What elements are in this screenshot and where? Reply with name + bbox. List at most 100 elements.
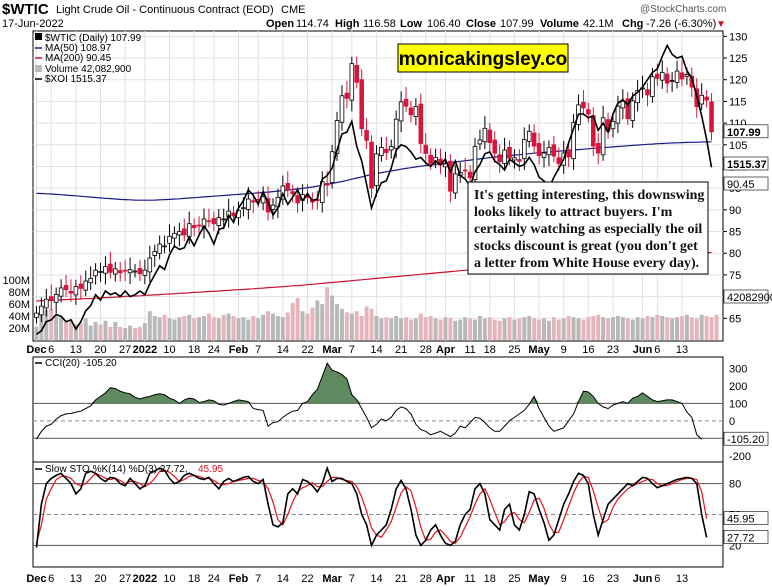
- volume-tick-label: 60M: [9, 299, 30, 311]
- header-chg-value: -7.26 (-6.30%): [646, 18, 716, 30]
- volume-bar: [251, 316, 256, 340]
- volume-bar: [497, 320, 502, 340]
- volume-bar: [551, 317, 556, 340]
- candle-body: [216, 217, 222, 226]
- candle-body: [408, 107, 414, 116]
- volume-bar: [586, 317, 591, 340]
- volume-bar: [699, 314, 704, 340]
- volume-bar: [630, 319, 635, 340]
- volume-tick-label: 20M: [9, 323, 30, 335]
- candle-body: [551, 144, 557, 157]
- date-tick-label: 24: [208, 344, 220, 356]
- candle-body: [58, 287, 64, 297]
- candle-body: [556, 157, 562, 164]
- candle-body: [571, 122, 576, 160]
- candle-body: [497, 154, 502, 163]
- annotation-line-1: It's getting interesting, this downswing: [474, 188, 704, 203]
- volume-bar: [340, 308, 344, 340]
- volume-bar: [167, 318, 172, 340]
- legend-volume: Volume 42,082,900: [45, 64, 132, 75]
- candle-body: [206, 220, 212, 223]
- volume-bar: [310, 307, 315, 340]
- candle-body: [689, 75, 695, 88]
- volume-bar: [645, 316, 650, 340]
- candle-body: [502, 149, 507, 164]
- date-tick-label: 7: [255, 573, 261, 585]
- volume-bar: [714, 314, 719, 340]
- volume-bar: [704, 316, 709, 340]
- volume-bar: [576, 318, 581, 340]
- volume-bar: [226, 313, 231, 340]
- annotation-box: It's getting interesting, this downswing…: [467, 181, 709, 275]
- date-tick-label: 18: [484, 344, 496, 356]
- header-high-value: 116.58: [363, 18, 396, 30]
- candle-body: [679, 72, 685, 80]
- volume-bar: [271, 313, 275, 340]
- chg-down-arrow-icon: ▼: [716, 19, 726, 30]
- date-tick-label: 28: [420, 344, 432, 356]
- volume-bar: [566, 316, 571, 340]
- cci-series: [36, 362, 712, 440]
- candle-body: [78, 283, 84, 289]
- price-tick-label: 130: [729, 31, 747, 43]
- volume-bar: [606, 318, 611, 340]
- volume-bar: [137, 326, 142, 340]
- volume-bar: [197, 317, 202, 340]
- date-tick-label: 6: [48, 573, 54, 585]
- candle-body: [260, 196, 266, 204]
- value-badges: 107.99 1515.37 90.45 42082900 -105.20 45.95 27…: [723, 124, 772, 544]
- volume-bar: [443, 317, 448, 340]
- volume-bar: [231, 316, 236, 340]
- volume-bar: [236, 318, 241, 340]
- candle-body: [122, 269, 128, 272]
- volume-bar: [39, 311, 44, 340]
- header-low-label: Low: [400, 18, 422, 30]
- volume-bar: [266, 311, 271, 340]
- candle-body: [453, 173, 458, 194]
- candle-body: [349, 63, 355, 101]
- volume-bar: [147, 311, 152, 340]
- candle-body: [620, 101, 626, 109]
- volume-bar: [537, 319, 542, 340]
- price-panel-frame: [32, 30, 724, 342]
- volume-bar: [591, 316, 596, 340]
- price-legend: $WTIC (Daily) 107.99 MA(50) 108.97 MA(20…: [35, 33, 142, 85]
- volume-bar: [482, 318, 487, 340]
- sto-k-badge: 27.72: [727, 532, 755, 544]
- candle-body: [403, 98, 409, 107]
- date-tick-label: 7: [255, 344, 261, 356]
- candle-body: [709, 101, 714, 133]
- candle-body: [290, 191, 295, 195]
- candle-body: [482, 127, 488, 143]
- candle-body: [108, 263, 113, 273]
- volume-tick-label: 80M: [9, 287, 30, 299]
- sto-legend-k: Slow STO %K(14) %D(3) 27.72,: [45, 464, 188, 475]
- volume-bar: [83, 318, 88, 340]
- volume-bar: [182, 316, 187, 340]
- cci-tick-label: 100: [729, 398, 747, 410]
- date-tick-label: 11: [464, 344, 475, 356]
- candle-body: [73, 286, 79, 296]
- volume-bar: [507, 317, 512, 340]
- candle-body: [487, 129, 493, 144]
- candle-body: [522, 139, 527, 160]
- candle-body: [369, 141, 374, 189]
- date-tick-label: May: [528, 573, 550, 585]
- xoi-badge: 1515.37: [727, 159, 767, 171]
- volume-bar: [113, 322, 118, 340]
- volume-bar: [354, 311, 359, 340]
- date-tick-label: Mar: [322, 344, 342, 356]
- candle-body: [182, 228, 187, 236]
- candle-body: [142, 269, 148, 276]
- volume-bar: [670, 318, 675, 340]
- candle-body: [645, 89, 650, 96]
- date-tick-label: 18: [484, 573, 496, 585]
- cci-tick-label: 200: [729, 381, 747, 393]
- date-tick-label: 6: [654, 344, 660, 356]
- date-tick-label: 14: [370, 573, 382, 585]
- candle-body: [684, 74, 690, 77]
- candle-body: [334, 120, 340, 154]
- cci-badge-bg: [723, 431, 769, 446]
- date-tick-label: 20: [94, 573, 106, 585]
